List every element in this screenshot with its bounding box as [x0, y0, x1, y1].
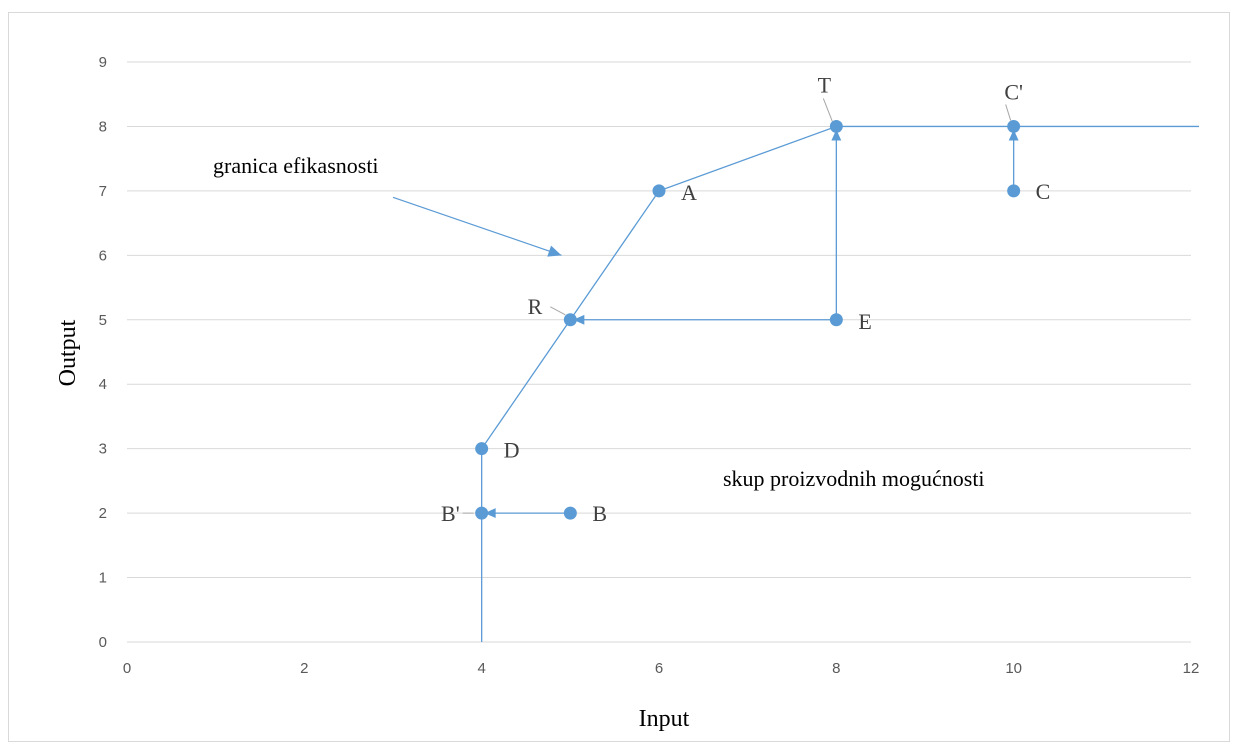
leader-line-r: [550, 306, 566, 316]
point-c: [1007, 184, 1021, 198]
point-label-b: B: [592, 501, 607, 526]
y-tick-label-2: 2: [99, 505, 107, 522]
x-tick-label-10: 10: [1005, 660, 1022, 677]
point-label-c: C: [1036, 179, 1051, 204]
point-a: [652, 184, 666, 198]
point-label-d: D: [504, 438, 520, 463]
point-label-r: R: [528, 294, 543, 319]
y-tick-label-7: 7: [99, 183, 107, 200]
y-axis-title: Output: [55, 319, 81, 386]
annotation-pointer-arrowhead: [547, 245, 562, 257]
y-tick-label-4: 4: [99, 376, 107, 393]
label-layer: A B B' C C' D E R T: [441, 72, 1050, 526]
x-tick-label-6: 6: [655, 660, 663, 677]
point-c-prime: [1007, 119, 1021, 133]
y-tick-label-6: 6: [99, 247, 107, 264]
y-tick-label-0: 0: [99, 634, 107, 651]
point-label-t: T: [818, 72, 832, 97]
projection-c-to-c-prime-arrowhead: [1008, 129, 1019, 141]
annotation-skup-proizvodnih-mogucnosti: skup proizvodnih mogućnosti: [723, 466, 985, 491]
point-e: [829, 313, 843, 327]
y-tick-label-8: 8: [99, 118, 107, 135]
point-d: [475, 442, 489, 456]
x-axis-title: Input: [639, 706, 690, 732]
point-r: [563, 313, 577, 327]
point-t: [829, 119, 843, 133]
point-label-b-prime: B': [441, 501, 460, 526]
x-tick-label-2: 2: [300, 660, 308, 677]
leader-line-t: [822, 98, 833, 122]
x-tick-label-0: 0: [123, 660, 131, 677]
grid-layer: [127, 61, 1191, 643]
y-tick-label-5: 5: [99, 312, 107, 329]
y-tick-label-3: 3: [99, 441, 107, 458]
annotation-pointer-line: [392, 196, 562, 256]
projection-e-to-r-arrowhead: [573, 314, 585, 325]
chart-frame: 0 1 2 3 4 5 6 7 8 9 0 2 4 6 8 10 12 A B B' C C' D E R T Input Ou…: [8, 12, 1230, 742]
annotation-granica-efikasnosti: granica efikasnosti: [213, 153, 379, 178]
projection-e-to-t-arrowhead: [831, 129, 842, 141]
point-label-e: E: [858, 309, 871, 334]
projection-b-to-b-prime-arrowhead: [484, 508, 496, 519]
y-tick-label-1: 1: [99, 570, 107, 587]
x-tick-label-12: 12: [1183, 660, 1200, 677]
point-label-c-prime: C': [1004, 79, 1023, 104]
y-tick-label-9: 9: [99, 54, 107, 71]
x-tick-label-4: 4: [477, 660, 485, 677]
x-tick-label-8: 8: [832, 660, 840, 677]
leader-line-c-prime: [1005, 104, 1012, 121]
point-b-prime: [475, 506, 489, 520]
point-b: [563, 506, 577, 520]
point-label-a: A: [681, 180, 697, 205]
point-layer: [475, 119, 1021, 520]
